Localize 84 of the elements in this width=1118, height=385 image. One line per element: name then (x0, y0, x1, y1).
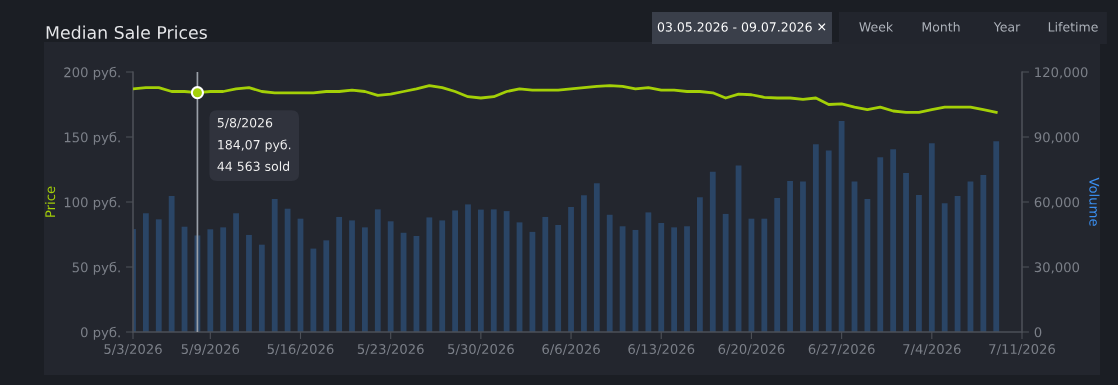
y-tick-label: 200 руб. (64, 66, 120, 80)
bar (722, 213, 729, 332)
y2-tick-label: 0 (1034, 327, 1042, 338)
line-series (133, 84, 998, 114)
bar (310, 248, 317, 332)
bar (387, 221, 394, 332)
bar (271, 198, 278, 332)
bar (220, 227, 227, 332)
y2-axis-title: Volume (1089, 177, 1100, 226)
bar (645, 212, 652, 332)
bar (155, 219, 162, 332)
y-axis-title: Price (44, 186, 56, 217)
bar (581, 195, 587, 332)
text: Month (922, 21, 960, 32)
bar (503, 211, 510, 332)
bar (825, 150, 832, 332)
text: 03.05.2026 - 09.07.2026 ✕ (657, 22, 826, 32)
x-tick-label: 5/3/2026 (104, 344, 162, 356)
bar (980, 174, 987, 332)
bar (697, 197, 703, 332)
bar (787, 180, 793, 332)
bar (142, 213, 149, 332)
bar (284, 208, 291, 332)
bar (903, 172, 909, 332)
y2-tick-label: 120,000 (1035, 67, 1088, 79)
bar (490, 209, 497, 332)
bar (555, 224, 562, 332)
bar (800, 181, 806, 332)
bar (838, 120, 845, 332)
bar (426, 217, 433, 332)
bar (812, 144, 819, 332)
y-tick-label: 50 руб. (72, 261, 120, 275)
y2-tick-label: 60,000 (1034, 197, 1080, 209)
bar (709, 171, 716, 332)
chart-title: Median Sale Prices (46, 25, 207, 40)
y2-tick-label: 90,000 (1034, 132, 1080, 144)
y2-tick-label: 30,000 (1034, 262, 1080, 274)
bar (658, 223, 665, 332)
text: Week (859, 21, 894, 32)
y-tick-label: 150 руб. (64, 131, 120, 145)
bar (452, 210, 458, 332)
x-tick-label: 5/23/2026 (357, 344, 424, 356)
x-tick-label: 6/27/2026 (808, 344, 875, 356)
bar (465, 204, 471, 332)
bar (362, 227, 368, 332)
bar (207, 229, 214, 332)
text: Year (993, 22, 1021, 32)
bar (246, 234, 252, 332)
bar (864, 198, 871, 332)
bar (349, 220, 355, 332)
bar (774, 198, 781, 332)
bar (593, 183, 600, 332)
bar (684, 226, 690, 332)
x-tick-label: 5/30/2026 (448, 344, 514, 356)
bar (606, 214, 613, 332)
bar (928, 143, 935, 332)
bar (258, 244, 265, 332)
bar (993, 141, 1000, 332)
bar (439, 220, 446, 332)
bar (568, 206, 574, 332)
bar (890, 149, 897, 332)
x-tick-label: 6/6/2026 (542, 344, 600, 356)
text: Lifetime (1048, 21, 1098, 32)
x-tick-label: 7/4/2026 (903, 344, 961, 356)
bar (671, 227, 678, 332)
annotation: 5/8/2026 184,07 руб. 44 563 sold (217, 117, 291, 171)
x-tick-label: 7/11/2026 (989, 344, 1055, 356)
bar (233, 213, 239, 332)
x-tick-label: 5/16/2026 (267, 344, 334, 356)
bar (941, 203, 948, 332)
y-tick-label: 100 руб. (64, 196, 120, 210)
x-tick-label: 5/9/2026 (181, 344, 240, 356)
bar (877, 157, 884, 332)
bar (374, 209, 381, 332)
y-tick-label: 0 руб. (80, 326, 120, 340)
bar (916, 195, 922, 332)
x-tick-label: 6/13/2026 (628, 344, 695, 356)
bar (168, 195, 175, 332)
bar (761, 218, 768, 332)
bar (336, 216, 343, 332)
bar (323, 240, 330, 332)
bar (477, 209, 484, 332)
x-tick-label: 6/20/2026 (718, 344, 785, 356)
bar (542, 216, 549, 332)
